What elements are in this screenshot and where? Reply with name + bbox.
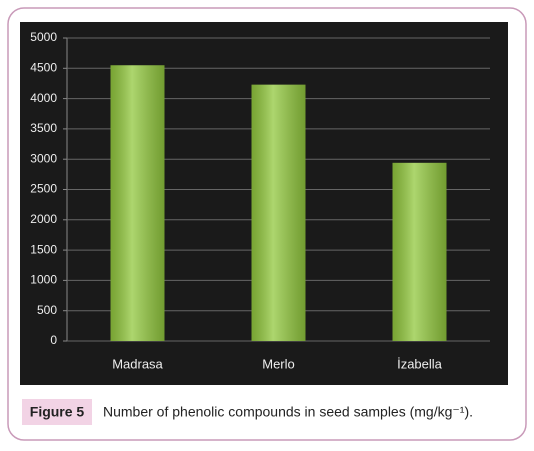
y-tick-label: 3500 bbox=[30, 121, 57, 135]
figure-label-box bbox=[22, 399, 92, 425]
y-tick-label: 5000 bbox=[30, 30, 57, 44]
x-tick-label: Merlo bbox=[262, 356, 295, 371]
y-tick-label: 3000 bbox=[30, 151, 57, 165]
y-tick-label: 500 bbox=[37, 303, 57, 317]
y-tick-label: 1500 bbox=[30, 242, 57, 256]
bar-shine bbox=[110, 65, 165, 342]
bar-shine bbox=[392, 162, 447, 341]
x-tick-label: Madrasa bbox=[112, 356, 163, 371]
y-tick-label: 1000 bbox=[30, 273, 57, 287]
y-tick-label: 0 bbox=[50, 333, 57, 347]
x-tick-label: İzabella bbox=[397, 356, 443, 371]
y-tick-label: 4000 bbox=[30, 91, 57, 105]
y-tick-label: 2500 bbox=[30, 182, 57, 196]
figure-caption: Number of phenolic compounds in seed sam… bbox=[103, 404, 473, 420]
y-tick-label: 2000 bbox=[30, 212, 57, 226]
figure-label: Figure 5 bbox=[30, 404, 85, 420]
bar-shine bbox=[251, 84, 306, 342]
y-tick-label: 4500 bbox=[30, 60, 57, 74]
